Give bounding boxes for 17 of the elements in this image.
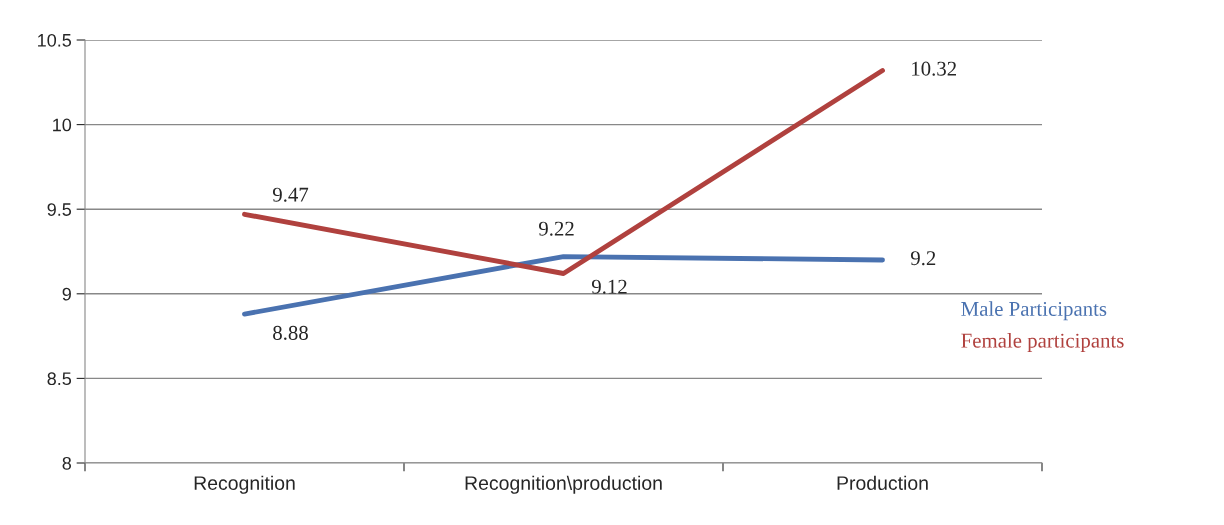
y-tick-label: 8.5 bbox=[47, 372, 72, 386]
data-label: 10.32 bbox=[912, 61, 956, 76]
y-tick-label: 8 bbox=[62, 456, 72, 470]
data-label: 9.12 bbox=[591, 279, 627, 294]
text: Male Participants bbox=[961, 301, 1107, 321]
data-label: 9.2 bbox=[910, 251, 936, 266]
y-tick-label: 9.5 bbox=[47, 203, 72, 216]
y-tick-label: 10.5 bbox=[38, 33, 72, 47]
data-label: 9.22 bbox=[539, 221, 574, 236]
data-label: 9.47 bbox=[272, 187, 309, 202]
data-label: 8.88 bbox=[273, 325, 308, 340]
x-tick-label: Production bbox=[837, 475, 928, 490]
y-tick-label: 10 bbox=[53, 118, 72, 132]
x-tick-label: Recognition bbox=[194, 475, 295, 494]
text: Female participants bbox=[961, 333, 1124, 352]
y-tick-label: 9 bbox=[62, 287, 71, 301]
x-tick-label: Recognition\production bbox=[465, 475, 662, 494]
